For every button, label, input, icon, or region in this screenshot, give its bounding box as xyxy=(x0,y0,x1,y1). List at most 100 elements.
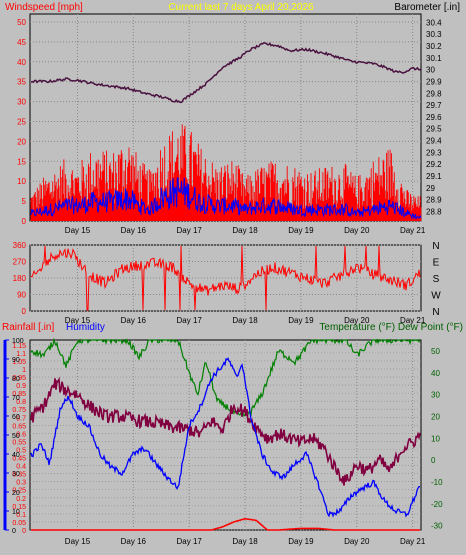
humidity-tick-label: 20 xyxy=(12,490,20,497)
temperature-tick-label: -20 xyxy=(431,500,443,509)
panel1-x-tick-label: Day 15 xyxy=(65,226,91,235)
barometer-tick-label: 29.4 xyxy=(426,137,442,146)
barometer-tick-label: 29.8 xyxy=(426,89,442,98)
panel3-x-tick-label: Day 18 xyxy=(232,537,258,546)
wind-tick-label: 50 xyxy=(17,18,26,27)
rainfall-tick-label: 0 xyxy=(22,528,26,535)
panel1-x-tick-label: Day 19 xyxy=(288,226,314,235)
rainfall-tick-label: 0.35 xyxy=(12,472,26,479)
temperature-tick-label: 10 xyxy=(431,434,440,443)
barometer-tick-label: 29.5 xyxy=(426,125,442,134)
humidity-tick-label: 80 xyxy=(12,376,20,383)
panel2-x-tick-label: Day 19 xyxy=(288,316,314,325)
humidity-series xyxy=(30,357,420,518)
rainfall-tick-label: 0.5 xyxy=(16,447,26,454)
barometer-tick-label: 29 xyxy=(426,184,435,193)
compass-tick-label: E xyxy=(433,258,440,269)
barometer-tick-label: 30.2 xyxy=(426,42,442,51)
wind-tick-label: 40 xyxy=(17,58,26,67)
windspeed-series xyxy=(30,124,422,221)
temperature-tick-label: -30 xyxy=(431,522,443,531)
humidity-tick-label: 0 xyxy=(12,528,16,535)
barometer-tick-label: 30.1 xyxy=(426,54,442,63)
rainfall-tick-label: 0.2 xyxy=(16,496,26,503)
humidity-axis-title: Humidity xyxy=(66,322,105,333)
panel1-x-tick-label: Day 18 xyxy=(232,226,258,235)
barometer-tick-label: 29.9 xyxy=(426,77,442,86)
barometer-tick-label: 30.3 xyxy=(426,30,442,39)
humidity-tick-label: 100 xyxy=(12,338,24,345)
panel1-x-tick-label: Day 16 xyxy=(121,226,147,235)
dew-point-series xyxy=(30,337,421,418)
rainfall-tick-label: 0.9 xyxy=(16,383,26,390)
humidity-tick-label: 70 xyxy=(12,395,20,402)
rainfall-tick-label: 0.85 xyxy=(12,391,26,398)
direction-tick-label: 180 xyxy=(13,274,27,283)
direction-tick-label: 0 xyxy=(22,307,27,316)
temperature-tick-label: 20 xyxy=(431,412,440,421)
panel3-frame xyxy=(29,339,422,531)
humidity-tick-label: 60 xyxy=(12,414,20,421)
barometer-tick-label: 30 xyxy=(426,66,435,75)
compass-tick-label: N xyxy=(432,241,439,252)
rainfall-tick-label: 0.45 xyxy=(12,456,26,463)
panel2-x-tick-label: Day 18 xyxy=(232,316,258,325)
rainfall-tick-label: 0.3 xyxy=(16,480,26,487)
temperature-tick-label: -10 xyxy=(431,478,443,487)
barometer-tick-label: 28.9 xyxy=(426,196,442,205)
wind-tick-label: 25 xyxy=(17,117,26,126)
windspeed-axis-title: Windspeed [mph] xyxy=(5,2,83,13)
rainfall-tick-label: 1.1 xyxy=(16,351,26,358)
panel3-x-tick-label: Day 20 xyxy=(344,537,370,546)
rainfall-tick-label: 1.15 xyxy=(12,343,26,350)
panel2-x-tick-label: Day 20 xyxy=(344,316,370,325)
rainfall-tick-label: 0.55 xyxy=(12,439,26,446)
wind-tick-label: 20 xyxy=(17,137,26,146)
wind-tick-label: 15 xyxy=(17,157,26,166)
rainfall-tick-label: 0.15 xyxy=(12,504,26,511)
direction-tick-label: 270 xyxy=(13,258,27,267)
temperature-axis-title: Temperature (°F) Dew Point (°F) xyxy=(319,322,463,333)
panel2-x-tick-label: Day 21 xyxy=(400,316,426,325)
temperature-series xyxy=(30,376,421,486)
barometer-tick-label: 29.6 xyxy=(426,113,442,122)
direction-tick-label: 90 xyxy=(17,291,26,300)
wind-tick-label: 5 xyxy=(22,197,27,206)
rainfall-tick-label: 1 xyxy=(22,367,26,374)
temperature-tick-label: 40 xyxy=(431,369,440,378)
humidity-tick-label: 10 xyxy=(12,509,20,516)
humidity-tick-label: 40 xyxy=(12,452,20,459)
rainfall-tick-label: 0.05 xyxy=(12,520,26,527)
rainfall-tick-label: 0.1 xyxy=(16,512,26,519)
barometer-series xyxy=(30,41,422,104)
wind-tick-label: 30 xyxy=(17,98,26,107)
humidity-tick-label: 30 xyxy=(12,471,20,478)
rainfall-tick-label: 0.65 xyxy=(12,423,26,430)
panel3-x-tick-label: Day 16 xyxy=(121,537,147,546)
temperature-tick-label: 30 xyxy=(431,391,440,400)
compass-tick-label: W xyxy=(431,291,441,302)
compass-tick-label: S xyxy=(433,274,440,285)
wind-tick-label: 10 xyxy=(17,177,26,186)
temperature-tick-label: 50 xyxy=(431,347,440,356)
humidity-tick-label: 50 xyxy=(12,433,20,440)
panel3-x-tick-label: Day 19 xyxy=(288,537,314,546)
rainfall-tick-label: 0.6 xyxy=(16,431,26,438)
panel1-x-tick-label: Day 20 xyxy=(344,226,370,235)
rainfall-axis-title: Rainfall [.in] xyxy=(2,322,54,333)
panel3-x-tick-label: Day 17 xyxy=(177,537,203,546)
panel1-x-tick-label: Day 21 xyxy=(400,226,426,235)
panel3-x-tick-label: Day 21 xyxy=(400,537,426,546)
barometer-tick-label: 29.7 xyxy=(426,101,442,110)
wind-tick-label: 0 xyxy=(22,217,27,226)
panel2-x-tick-label: Day 17 xyxy=(177,316,203,325)
barometer-tick-label: 29.1 xyxy=(426,172,442,181)
rainfall-tick-label: 0.7 xyxy=(16,415,26,422)
wind-average-series xyxy=(30,177,422,220)
rainfall-tick-label: 0.25 xyxy=(12,488,26,495)
wind-tick-label: 45 xyxy=(17,38,26,47)
barometer-tick-label: 29.3 xyxy=(426,148,442,157)
rainfall-tick-label: 0.8 xyxy=(16,399,26,406)
